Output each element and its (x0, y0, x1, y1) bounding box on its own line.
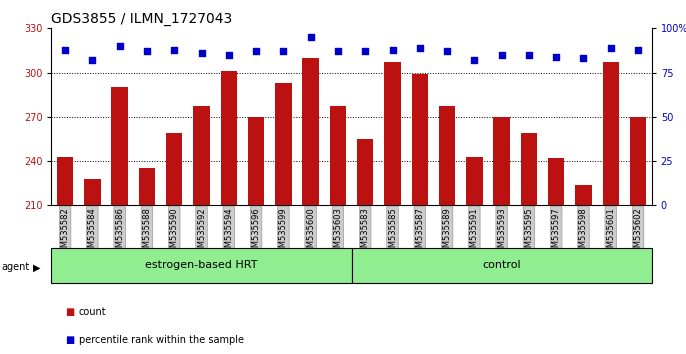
Point (250, 48, 261, 54)
Point (605, 45, 616, 51)
Bar (548, 158, 565, 205)
Point (551, 54, 562, 59)
Bar (248, 117, 264, 205)
Bar (412, 74, 428, 205)
Text: GSM535596: GSM535596 (252, 207, 261, 258)
Text: GSM535593: GSM535593 (497, 207, 506, 258)
Point (196, 50, 207, 56)
Point (414, 45, 425, 51)
Text: GSM535585: GSM535585 (388, 207, 397, 258)
Point (141, 48, 152, 54)
Point (305, 34, 316, 40)
Text: GSM535582: GSM535582 (60, 207, 69, 258)
Text: GSM535587: GSM535587 (415, 207, 424, 258)
Point (442, 48, 453, 54)
Point (523, 52, 534, 58)
Text: GSM535586: GSM535586 (115, 207, 124, 258)
Point (333, 48, 344, 54)
Text: ▶: ▶ (33, 262, 40, 272)
Bar (166, 133, 182, 205)
Point (387, 47, 398, 52)
Text: GSM535583: GSM535583 (361, 207, 370, 258)
Text: GSM535598: GSM535598 (579, 207, 588, 258)
Text: ■: ■ (65, 307, 74, 316)
Bar (576, 185, 591, 205)
Point (469, 57, 480, 63)
Bar (493, 117, 510, 205)
Bar (193, 107, 210, 205)
Point (359, 48, 370, 54)
Text: GSM535603: GSM535603 (333, 207, 342, 258)
Point (169, 47, 180, 52)
Text: GSM535590: GSM535590 (169, 207, 179, 258)
Text: GSM535600: GSM535600 (306, 207, 315, 258)
Text: GDS3855 / ILMN_1727043: GDS3855 / ILMN_1727043 (51, 12, 233, 26)
Text: agent: agent (1, 262, 29, 272)
Bar (330, 107, 346, 205)
FancyBboxPatch shape (351, 248, 652, 283)
Point (87, 57, 98, 63)
Text: GSM535589: GSM535589 (442, 207, 451, 258)
Bar (521, 133, 537, 205)
Bar (84, 179, 101, 205)
Point (632, 47, 643, 52)
Bar (384, 62, 401, 205)
Text: GSM535584: GSM535584 (88, 207, 97, 258)
Bar (357, 139, 373, 205)
Text: GSM535591: GSM535591 (470, 207, 479, 258)
Text: percentile rank within the sample: percentile rank within the sample (79, 335, 244, 345)
Text: GSM535592: GSM535592 (197, 207, 206, 258)
Text: GSM535597: GSM535597 (552, 207, 560, 258)
Point (224, 52, 235, 58)
Text: ■: ■ (65, 335, 74, 345)
Point (114, 43, 125, 49)
Bar (275, 83, 292, 205)
Bar (303, 58, 319, 205)
FancyBboxPatch shape (51, 248, 351, 283)
Bar (630, 117, 646, 205)
Text: GSM535588: GSM535588 (143, 207, 152, 258)
Point (278, 48, 289, 54)
Text: GSM535599: GSM535599 (279, 207, 288, 258)
Text: count: count (79, 307, 106, 316)
Text: GSM535595: GSM535595 (524, 207, 534, 258)
Text: GSM535594: GSM535594 (224, 207, 233, 258)
Point (496, 52, 507, 58)
Bar (602, 62, 619, 205)
Bar (439, 107, 456, 205)
Bar (466, 156, 482, 205)
Text: estrogen-based HRT: estrogen-based HRT (145, 261, 258, 270)
Point (578, 56, 589, 61)
Bar (57, 156, 73, 205)
Bar (111, 87, 128, 205)
Text: GSM535601: GSM535601 (606, 207, 615, 258)
Text: control: control (482, 261, 521, 270)
Bar (221, 71, 237, 205)
Text: GSM535602: GSM535602 (634, 207, 643, 258)
Point (60, 47, 71, 52)
Bar (139, 169, 155, 205)
